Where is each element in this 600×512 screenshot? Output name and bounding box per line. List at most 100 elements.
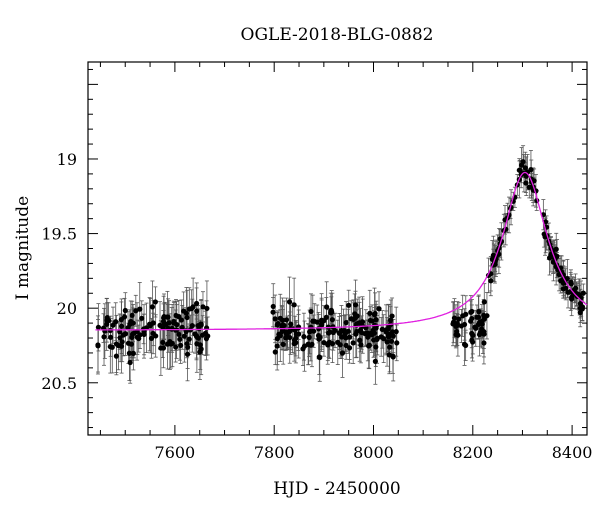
data-point: [316, 326, 322, 332]
data-point: [301, 334, 307, 340]
data-point: [157, 322, 163, 328]
data-point: [133, 308, 139, 314]
data-point: [184, 314, 190, 321]
data-point: [117, 335, 123, 341]
data-point: [370, 337, 377, 343]
data-point: [287, 334, 293, 341]
data-point: [516, 167, 522, 173]
data-point: [476, 331, 483, 338]
data-point: [522, 165, 528, 171]
data-point: [321, 340, 327, 346]
data-point: [338, 328, 344, 334]
data-point: [308, 308, 314, 315]
data-point: [181, 333, 187, 339]
data-point: [105, 317, 112, 324]
data-point: [394, 340, 400, 346]
data-point: [366, 342, 372, 348]
data-point: [365, 334, 371, 340]
data-point: [130, 350, 136, 356]
data-point: [569, 294, 575, 300]
data-point: [373, 344, 379, 350]
data-point: [580, 290, 586, 296]
data-point: [362, 331, 368, 337]
data-point: [119, 339, 125, 345]
data-point: [183, 328, 189, 335]
data-point: [277, 315, 283, 321]
data-point: [454, 323, 460, 329]
data-point: [117, 329, 123, 335]
data-point: [390, 333, 396, 339]
data-point: [283, 335, 289, 341]
data-point: [279, 322, 285, 328]
data-point: [469, 308, 475, 315]
data-point: [388, 338, 395, 344]
data-point: [481, 312, 487, 319]
data-point: [176, 331, 182, 338]
data-point: [473, 325, 479, 331]
data-point: [453, 332, 459, 338]
data-point: [343, 342, 349, 349]
data-point: [358, 342, 364, 348]
data-point: [139, 315, 145, 321]
data-point: [171, 320, 177, 326]
data-point: [387, 344, 393, 350]
data-point: [319, 322, 325, 328]
data-point: [199, 332, 206, 338]
data-point: [367, 310, 373, 316]
data-point: [563, 285, 569, 291]
data-point: [456, 316, 462, 322]
data-point: [101, 334, 107, 340]
data-point: [109, 344, 115, 350]
data-point: [311, 318, 317, 324]
data-point: [520, 159, 526, 165]
data-point: [357, 337, 363, 343]
data-point: [325, 342, 331, 348]
axis-ticks: [88, 62, 587, 435]
model-curve: [95, 171, 588, 331]
data-point: [272, 316, 278, 322]
y-axis-label: I magnitude: [13, 196, 33, 300]
data-point: [477, 319, 483, 325]
data-point: [378, 334, 384, 340]
data-point: [200, 304, 206, 310]
data-point: [309, 341, 315, 347]
data-point: [323, 314, 329, 320]
data-point: [186, 336, 192, 342]
data-point: [577, 305, 583, 311]
data-point: [388, 317, 394, 323]
data-point: [353, 321, 360, 327]
data-point: [384, 339, 390, 345]
data-point: [343, 319, 349, 326]
data-point: [134, 334, 140, 340]
data-point: [153, 333, 159, 339]
data-point: [460, 313, 466, 319]
data-point: [458, 323, 465, 329]
data-point: [160, 339, 166, 346]
data-point: [479, 326, 485, 332]
data-point: [293, 331, 299, 337]
data-point: [149, 304, 156, 310]
data-point: [176, 314, 182, 320]
data-point: [161, 314, 167, 320]
data-point: [118, 316, 124, 323]
data-point: [146, 321, 153, 327]
data-point: [359, 319, 366, 325]
data-point: [481, 299, 487, 305]
data-point: [306, 334, 312, 340]
data-point: [463, 342, 469, 348]
data-point: [272, 349, 278, 355]
data-point: [488, 278, 494, 284]
y-tick-label: 20: [57, 299, 77, 318]
data-point: [181, 308, 187, 314]
data-point: [165, 314, 171, 320]
data-point: [481, 340, 487, 346]
data-point: [270, 309, 276, 315]
data-point: [287, 328, 293, 335]
data-point: [311, 328, 317, 334]
data-point: [317, 354, 323, 361]
chart-title: OGLE-2018-BLG-0882: [241, 25, 434, 45]
data-point: [194, 308, 200, 314]
y-tick-label: 19.5: [41, 225, 77, 244]
data-point: [95, 324, 102, 330]
data-point: [470, 332, 476, 338]
